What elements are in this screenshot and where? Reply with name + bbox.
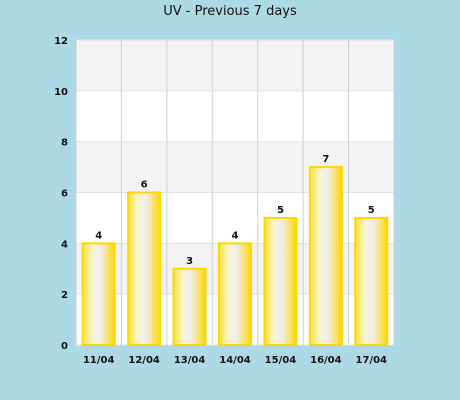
y-tick-label: 4 (61, 239, 68, 250)
bar (172, 267, 207, 346)
data-labels: 4 6 3 4 5 7 5 (95, 154, 375, 267)
data-label: 7 (322, 154, 329, 165)
x-tick-label: 15/04 (265, 355, 297, 366)
chart-title: UV - Previous 7 days (163, 4, 297, 19)
y-tick-label: 0 (61, 341, 68, 352)
grid-band (76, 141, 394, 193)
y-tick-label: 10 (54, 87, 68, 98)
bar (81, 242, 116, 346)
data-label: 3 (186, 256, 193, 267)
y-tick-label: 12 (54, 36, 68, 47)
bar (308, 166, 343, 346)
data-label: 4 (232, 230, 239, 241)
y-tick-label: 8 (61, 138, 68, 149)
x-tick-label: 14/04 (219, 355, 251, 366)
data-label: 5 (368, 205, 375, 216)
bar (127, 191, 162, 346)
x-tick-label: 16/04 (310, 355, 342, 366)
x-tick-label: 13/04 (174, 355, 206, 366)
y-axis-ticks: 0 2 4 6 8 10 12 (54, 36, 68, 352)
bar (354, 216, 389, 347)
bar (218, 242, 252, 346)
y-tick-label: 2 (61, 290, 68, 301)
data-label: 6 (141, 180, 148, 191)
x-tick-label: 12/04 (128, 355, 160, 366)
data-label: 5 (277, 205, 284, 216)
x-tick-label: 11/04 (83, 355, 115, 366)
grid-band (76, 40, 394, 91)
x-axis-ticks: 11/04 12/04 13/04 14/04 15/04 16/04 17/04 (83, 355, 387, 366)
bar (263, 216, 298, 347)
x-tick-label: 17/04 (356, 355, 388, 366)
bars (81, 166, 389, 347)
y-tick-label: 6 (61, 189, 68, 200)
data-label: 4 (95, 230, 102, 241)
